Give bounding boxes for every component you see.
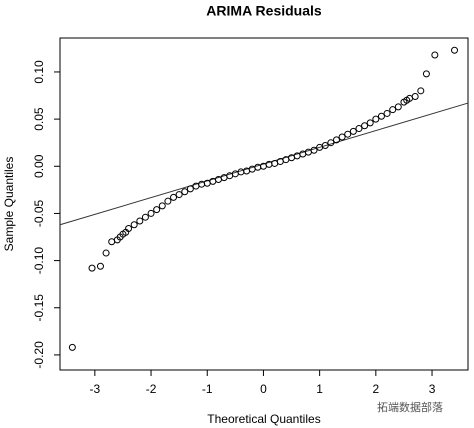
point bbox=[158, 202, 166, 210]
point bbox=[175, 191, 183, 199]
x-tick-label: -1 bbox=[202, 382, 213, 396]
point bbox=[96, 262, 104, 270]
point bbox=[130, 221, 138, 229]
point bbox=[411, 92, 419, 100]
point bbox=[304, 148, 312, 156]
watermark: 拓端数据部落 bbox=[377, 400, 443, 414]
point bbox=[164, 197, 172, 205]
point bbox=[147, 209, 155, 217]
y-tick-label: 0.05 bbox=[32, 107, 46, 131]
plot-frame bbox=[59, 37, 469, 371]
point bbox=[271, 159, 279, 167]
point bbox=[355, 125, 363, 133]
point bbox=[88, 264, 96, 272]
x-tick-label: 0 bbox=[260, 382, 267, 396]
point bbox=[310, 146, 318, 154]
y-tick-label: -0.05 bbox=[32, 199, 46, 227]
y-tick-label: -0.10 bbox=[32, 247, 46, 275]
point bbox=[377, 112, 385, 120]
point bbox=[417, 87, 425, 95]
point bbox=[153, 206, 161, 214]
point bbox=[321, 142, 329, 150]
point bbox=[431, 51, 439, 59]
x-tick-label: 2 bbox=[372, 382, 379, 396]
point bbox=[231, 170, 239, 178]
y-axis-label: Sample Quantiles bbox=[2, 157, 16, 252]
point bbox=[141, 213, 149, 221]
x-axis-label: Theoretical Quantiles bbox=[207, 412, 320, 426]
point bbox=[372, 115, 380, 123]
point bbox=[125, 225, 133, 233]
point bbox=[108, 238, 116, 246]
x-tick-label: 3 bbox=[429, 382, 436, 396]
reference-line bbox=[59, 102, 469, 226]
point bbox=[136, 217, 144, 225]
point bbox=[226, 172, 234, 180]
chart-title: ARIMA Residuals bbox=[206, 3, 322, 19]
point bbox=[451, 46, 459, 54]
y-tick-label: -0.20 bbox=[32, 341, 46, 369]
point bbox=[383, 109, 391, 117]
point bbox=[361, 122, 369, 130]
x-tick-label: 1 bbox=[316, 382, 323, 396]
point bbox=[254, 163, 262, 171]
x-tick-label: -3 bbox=[90, 382, 101, 396]
point bbox=[181, 188, 189, 196]
point bbox=[186, 185, 194, 193]
y-tick-label: 0.00 bbox=[32, 154, 46, 178]
point bbox=[389, 106, 397, 114]
point bbox=[338, 133, 346, 141]
y-tick-label: -0.15 bbox=[32, 294, 46, 322]
y-tick-label: 0.10 bbox=[32, 60, 46, 84]
point bbox=[327, 139, 335, 147]
point bbox=[366, 119, 374, 127]
point bbox=[102, 249, 110, 257]
x-tick-label: -2 bbox=[146, 382, 157, 396]
point bbox=[422, 70, 430, 78]
point bbox=[170, 193, 178, 201]
point bbox=[394, 103, 402, 111]
point bbox=[349, 127, 357, 135]
point bbox=[344, 130, 352, 138]
point bbox=[332, 136, 340, 144]
point bbox=[68, 343, 76, 351]
